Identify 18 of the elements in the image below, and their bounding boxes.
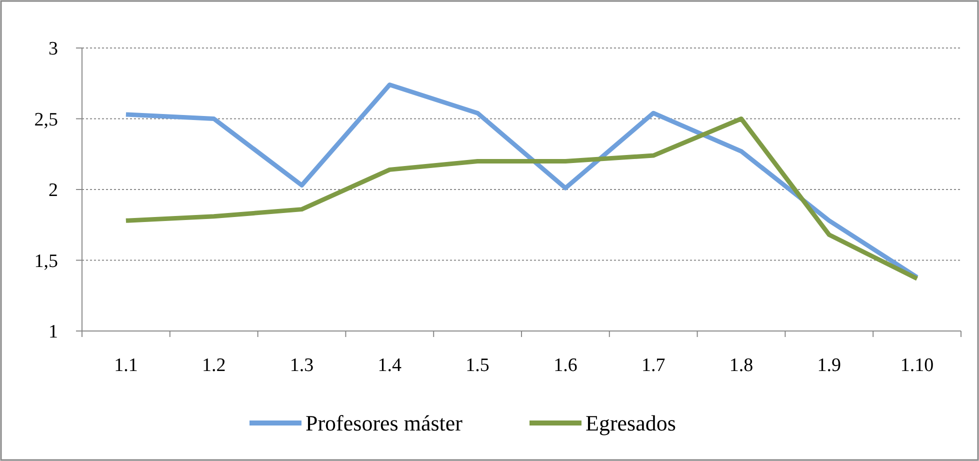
y-tick-label: 3 — [48, 38, 58, 60]
x-tick-label: 1.7 — [641, 355, 666, 376]
x-tick-label: 1.9 — [817, 355, 842, 376]
y-tick-label: 1 — [48, 322, 58, 343]
x-tick-label: 1.10 — [900, 355, 934, 376]
x-tick-label: 1.6 — [554, 355, 578, 376]
x-tick-label: 1.5 — [466, 355, 490, 376]
x-tick-label: 1.2 — [202, 355, 226, 376]
y-tick-label: 2 — [48, 180, 58, 202]
x-tick-label: 1.3 — [290, 355, 314, 376]
x-tick-label: 1.8 — [729, 355, 754, 376]
x-tick-label: 1.4 — [378, 355, 402, 376]
line-series — [124, 116, 920, 281]
x-tick-label: 1.1 — [114, 355, 138, 376]
y-tick-label: 1,5 — [34, 250, 58, 272]
legend-label: Egresados — [586, 410, 676, 436]
legend-label: Profesores máster — [306, 410, 464, 436]
y-tick-label: 2,5 — [34, 109, 58, 130]
